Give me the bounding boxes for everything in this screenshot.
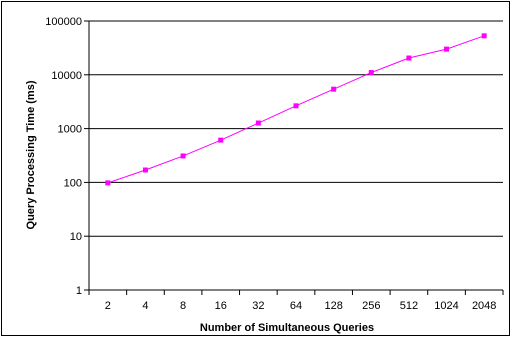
data-point <box>105 180 111 186</box>
x-axis-ticks: 2 4 8 16 32 64 128 256 512 1024 2048 <box>88 290 504 312</box>
x-tick-label: 2 <box>105 300 111 312</box>
series-line <box>107 35 485 184</box>
data-point <box>142 167 148 173</box>
x-axis-title: Number of Simultaneous Queries <box>200 322 374 334</box>
y-tick-label: 100 <box>64 177 82 189</box>
x-tick-label: 16 <box>215 300 227 312</box>
x-tick-label: 2048 <box>472 300 496 312</box>
x-tick-label: 32 <box>252 300 264 312</box>
x-tick-label: 128 <box>324 300 342 312</box>
y-tick-label: 100000 <box>45 16 82 28</box>
y-tick-label: 10000 <box>51 70 82 82</box>
x-tick-label: 8 <box>180 300 186 312</box>
data-point <box>368 70 374 76</box>
data-point <box>331 86 337 92</box>
data-point <box>444 46 450 52</box>
data-point <box>406 55 412 61</box>
gridlines <box>89 20 503 237</box>
data-point <box>180 153 186 159</box>
y-tick-label: 1 <box>76 285 82 297</box>
y-tick-label: 1000 <box>58 124 82 136</box>
x-tick-label: 256 <box>362 300 380 312</box>
data-point <box>218 137 224 143</box>
y-axis-title: Query Processing Time (ms) <box>25 80 37 229</box>
y-axis-ticks: 1 10 100 1000 10000 100000 <box>45 16 89 297</box>
x-tick-label: 64 <box>290 300 302 312</box>
data-point <box>481 33 487 39</box>
x-tick-label: 1024 <box>434 300 458 312</box>
series-group <box>105 33 487 186</box>
y-tick-label: 10 <box>70 231 82 243</box>
x-tick-label: 4 <box>142 300 148 312</box>
data-point <box>255 120 261 126</box>
x-tick-label: 512 <box>400 300 418 312</box>
axes <box>88 21 503 291</box>
data-point <box>293 103 299 109</box>
